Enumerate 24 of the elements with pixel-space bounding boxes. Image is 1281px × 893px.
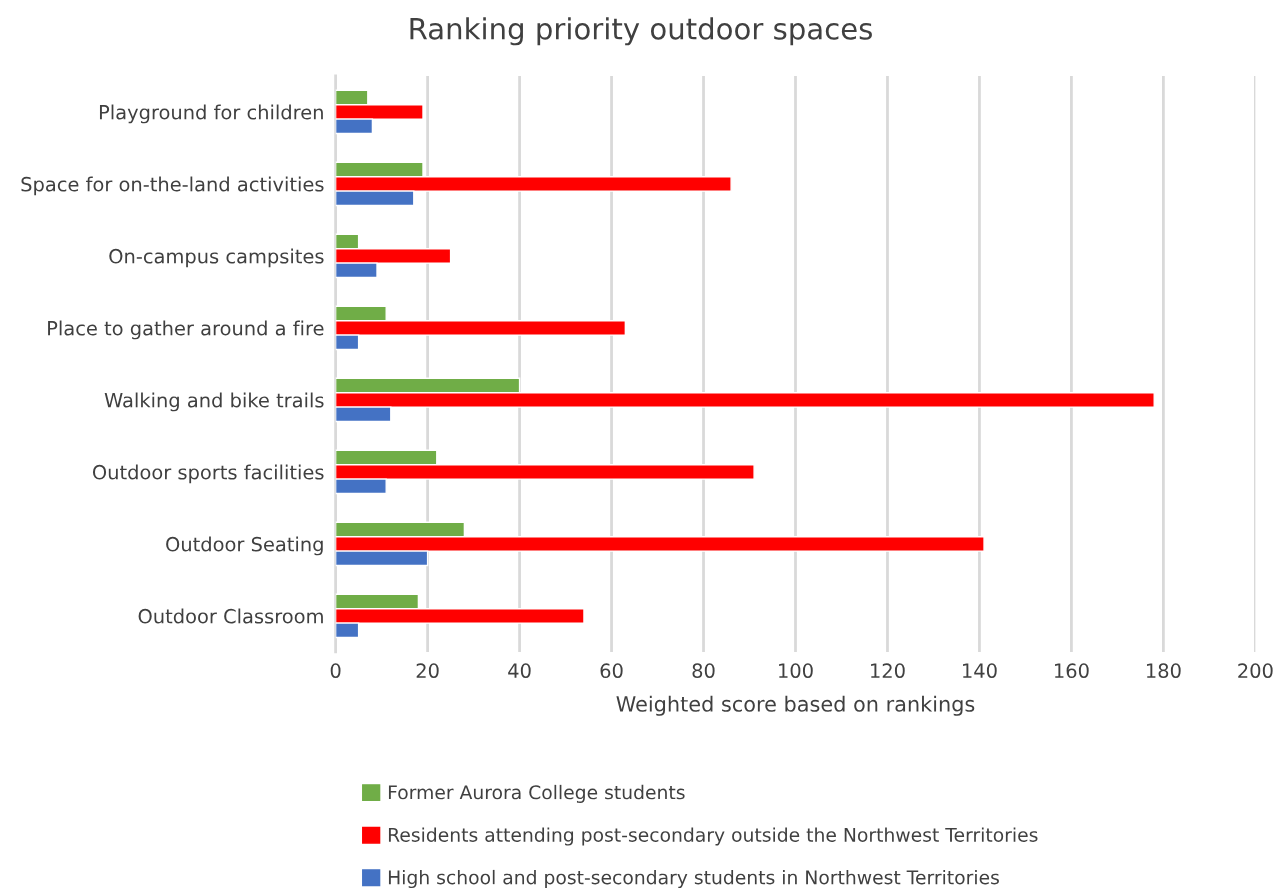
x-tick-label: 40 (508, 663, 531, 679)
x-tick-label: 180 (1146, 663, 1181, 679)
y-tick-label: Space for on-the-land activities (21, 176, 324, 196)
x-tick-label: 140 (963, 663, 997, 679)
y-tick-label: Outdoor sports facilities (92, 464, 324, 484)
x-tick-label: 60 (600, 663, 623, 679)
y-tick-label: Playground for children (99, 104, 323, 124)
y-tick-label: Outdoor Seating (166, 536, 323, 556)
x-tick-label: 200 (1238, 663, 1273, 679)
x-axis-title: Weighted score based on rankings (616, 695, 975, 716)
legend-label: Residents attending post-secondary outside the Northwest Territories (388, 827, 1038, 846)
legend-label: Former Aurora College students (388, 784, 685, 803)
y-tick-label: Place to gather around a fire (48, 320, 324, 340)
chart-title: Ranking priority outdoor spaces (410, 17, 872, 46)
x-tick-label: 0 (330, 663, 341, 679)
x-tick-label: 160 (1055, 663, 1089, 679)
y-tick-label: Walking and bike trails (104, 392, 324, 412)
x-tick-label: 100 (779, 663, 813, 679)
legend-label: High school and post-secondary students in Northwest Territories (388, 869, 999, 889)
y-tick-label: Outdoor Classroom (138, 608, 323, 624)
x-tick-label: 20 (416, 663, 439, 679)
y-tick-label: On-campus campsites (109, 248, 324, 268)
x-tick-label: 80 (692, 663, 715, 679)
x-tick-label: 120 (871, 663, 905, 679)
